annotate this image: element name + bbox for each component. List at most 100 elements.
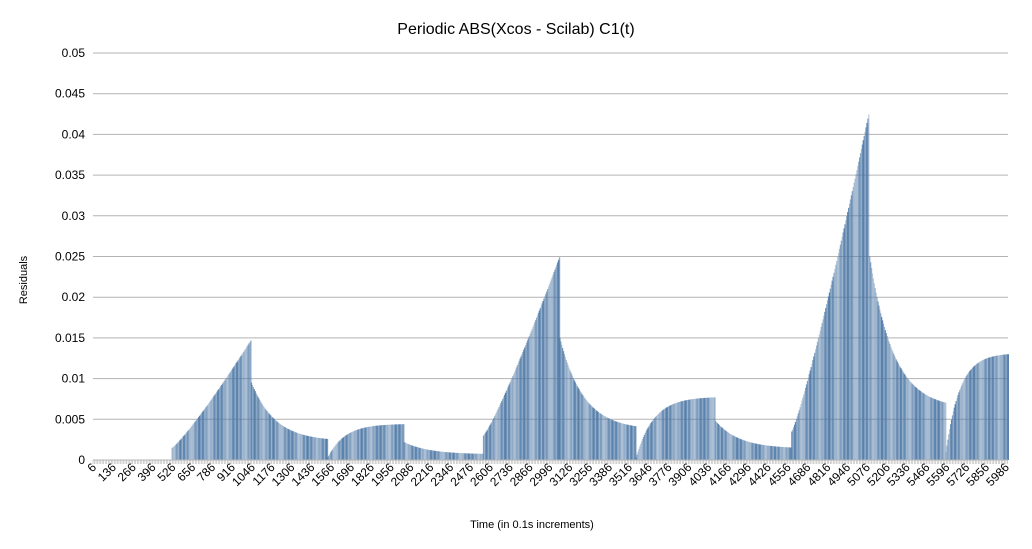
bar — [268, 413, 270, 460]
bar — [228, 374, 230, 460]
bar — [364, 427, 367, 460]
bar — [859, 153, 862, 460]
bar — [874, 288, 876, 460]
bar — [300, 434, 302, 460]
bar — [646, 429, 648, 460]
bar — [223, 380, 225, 460]
bar — [831, 280, 833, 460]
bar — [734, 436, 736, 460]
bar — [421, 448, 424, 460]
bar — [982, 359, 985, 460]
bar — [310, 436, 312, 460]
bar — [590, 405, 592, 460]
bar — [192, 424, 194, 460]
bar — [551, 276, 553, 460]
bar — [251, 384, 254, 460]
bar — [546, 289, 549, 460]
bar — [190, 426, 192, 460]
bar — [321, 438, 323, 460]
bar — [241, 354, 243, 460]
bar — [903, 373, 906, 460]
bar — [218, 388, 220, 460]
bar — [495, 412, 497, 460]
bar — [222, 382, 225, 460]
bar — [767, 445, 769, 460]
bar — [479, 453, 481, 460]
bar — [494, 414, 497, 460]
y-tick-label: 0.01 — [62, 372, 86, 386]
bar — [307, 436, 309, 460]
bar — [687, 399, 690, 460]
bar — [313, 437, 315, 460]
bar — [777, 446, 779, 460]
bar — [336, 443, 338, 460]
bar — [514, 369, 517, 460]
bar — [945, 402, 947, 460]
bar — [391, 424, 393, 460]
bar — [563, 354, 566, 460]
bar — [262, 405, 265, 460]
bar — [979, 361, 981, 460]
bar — [870, 267, 873, 460]
bar — [544, 296, 546, 460]
bar — [923, 393, 925, 460]
bar — [289, 429, 291, 460]
bar — [175, 444, 177, 460]
bar — [985, 358, 988, 460]
bar — [625, 424, 627, 460]
bar — [514, 371, 516, 460]
bar — [880, 313, 882, 460]
bar — [962, 381, 965, 460]
bar — [915, 387, 918, 460]
bar — [918, 390, 920, 460]
bar — [637, 451, 639, 460]
bar — [873, 283, 875, 460]
bar — [968, 372, 970, 460]
bar — [648, 426, 650, 460]
bar — [470, 453, 472, 460]
bar — [347, 434, 349, 460]
bar — [983, 359, 986, 460]
bar — [584, 398, 587, 460]
bar — [649, 424, 651, 460]
bar — [498, 406, 500, 460]
bar — [463, 453, 465, 460]
bar — [830, 284, 832, 460]
bar — [998, 355, 1000, 460]
bar — [703, 397, 705, 460]
bar — [768, 445, 770, 460]
bar — [229, 372, 231, 460]
bar — [601, 414, 603, 460]
bar — [799, 407, 801, 460]
bar — [508, 384, 510, 460]
bar — [718, 424, 720, 460]
bar — [314, 437, 317, 460]
bar — [727, 432, 730, 460]
bar — [518, 360, 520, 460]
bar — [403, 442, 405, 460]
bar — [969, 370, 971, 460]
bar — [271, 417, 274, 460]
bar — [793, 427, 795, 460]
bar — [889, 344, 891, 460]
bar — [378, 425, 380, 460]
bar — [671, 404, 673, 460]
bar — [583, 396, 585, 460]
bar — [240, 356, 242, 460]
bar — [960, 387, 962, 460]
bar — [423, 448, 425, 460]
bar — [616, 421, 619, 460]
bar — [396, 424, 399, 460]
bar — [921, 392, 923, 460]
bar — [485, 431, 487, 460]
bar — [430, 450, 433, 460]
bar — [260, 401, 262, 460]
y-axis-label: Residuals — [18, 255, 30, 304]
bar — [822, 319, 824, 460]
bar — [523, 349, 525, 460]
bar — [199, 414, 202, 460]
bar — [596, 411, 599, 460]
bar — [737, 438, 740, 460]
bar — [838, 248, 841, 460]
bar — [911, 383, 913, 460]
